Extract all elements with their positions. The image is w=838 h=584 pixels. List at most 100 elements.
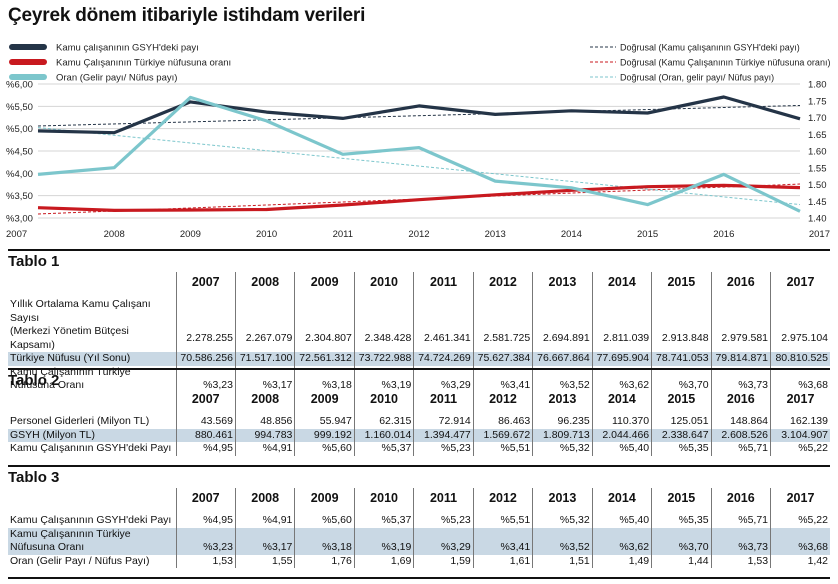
table-cell: %5,32 (532, 514, 593, 528)
table-row: GSYH (Milyon TL) 880.461 994.783 999.192 1.1… (8, 428, 830, 442)
table-cell (770, 527, 830, 541)
table-cell (591, 527, 652, 541)
table-cell: 43.569 (175, 415, 236, 429)
table-cell: 125.051 (651, 415, 712, 429)
line-chart: %6,00 %5,50 %5,00 %4,50 %4,00 %3,50 %3,00 1.80 1… (6, 43, 830, 241)
table-cell: %3,62 (591, 541, 652, 555)
table-cell: 2.304.807 (294, 325, 355, 352)
right-tick-label: 1.55 (808, 163, 827, 174)
table-cell: %5,37 (353, 442, 414, 456)
table-row: Personel Giderleri (Milyon TL) 43.569 48.8… (8, 415, 830, 429)
row-label: (Merkezi Yönetim Bütçesi Kapsamı) (10, 325, 129, 351)
table-cell: 3.104.907 (770, 428, 830, 442)
row-label: Türkiye Nüfusu (Yıl Sonu) (8, 352, 176, 366)
header-cell: 2017 (770, 272, 830, 294)
header-cell: 2012 (472, 488, 533, 510)
chart-title: Çeyrek dönem itibariyle istihdam veriler… (8, 5, 366, 26)
table-cell: %3,17 (234, 541, 295, 555)
table-row: Türkiye Nüfusu (Yıl Sonu) 70.586.256 71.51… (8, 352, 830, 366)
header-cell: 2016 (710, 488, 771, 510)
table-cell (175, 527, 236, 541)
table-cell (710, 298, 771, 325)
table-cell: %5,22 (770, 442, 830, 456)
series-line (37, 95, 801, 135)
table-cell: %5,60 (294, 442, 355, 456)
x-tick-label: 2007 (6, 229, 27, 240)
table-cell: %4,91 (234, 442, 295, 456)
row-label: Oran (Gelir Payı / Nüfus Payı) (10, 554, 150, 567)
table-cell (591, 298, 652, 325)
table-cell: %3,41 (472, 541, 533, 555)
header-cell: 2011 (413, 488, 474, 510)
right-tick-label: 1.65 (808, 130, 827, 141)
header-cell: 2008 (234, 272, 295, 294)
chart-bottom-rule (8, 249, 830, 251)
table-cell: 148.864 (710, 415, 771, 429)
legend-label: Kamu çalışanının GSYH'deki payı (56, 43, 199, 54)
table-cell: %5,71 (710, 514, 771, 528)
table-cell: 1.394.477 (413, 428, 474, 442)
header-cell (8, 389, 176, 411)
table-cell: 880.461 (175, 428, 236, 442)
table-cell: 74.724.269 (413, 352, 474, 366)
header-cell: 2007 (175, 488, 236, 510)
table-cell: 55.947 (294, 415, 355, 429)
x-tick-label: 2014 (561, 229, 582, 240)
table-row: Oran (Gelir Payı / Nüfus Payı) 1,53 1,55 1,… (8, 554, 830, 568)
left-tick-label: %3,50 (6, 191, 33, 202)
table-cell: 72.914 (413, 415, 474, 429)
header-cell: 2009 (294, 272, 355, 294)
legend-label: Oran (Gelir payı/ Nüfus payı) (56, 73, 177, 84)
header-cell: 2013 (532, 272, 593, 294)
table-cell (651, 298, 712, 325)
x-tick-label: 2008 (104, 229, 125, 240)
table-cell: 1,69 (353, 554, 414, 568)
table-cell (651, 527, 712, 541)
table-cell: %3,68 (770, 541, 830, 555)
table-cell: %5,40 (591, 442, 652, 456)
table-cell: %5,51 (472, 514, 533, 528)
row-label: Kamu Çalışanının GSYH'deki Payı (10, 514, 172, 526)
table-cell: %5,51 (472, 442, 533, 456)
header-cell: 2009 (294, 488, 355, 510)
table-cell: %4,95 (175, 442, 236, 456)
right-tick-label: 1.45 (808, 197, 827, 208)
table-cell: 48.856 (234, 415, 295, 429)
x-tick-label: 2015 (637, 229, 658, 240)
table-cell: %5,60 (294, 514, 355, 528)
table-cell: %5,40 (591, 514, 652, 528)
right-tick-label: 1.75 (808, 96, 827, 107)
header-cell: 2010 (353, 389, 414, 411)
header-cell (8, 488, 176, 510)
table-cell: 71.517.100 (234, 352, 295, 366)
table-row: Kamu Çalışanının Türkiye (8, 527, 830, 541)
table-cell (234, 527, 295, 541)
x-tick-label: 2013 (485, 229, 506, 240)
table-cell: 1,49 (591, 554, 652, 568)
table-cell: 2.338.647 (651, 428, 712, 442)
table-cell: 1,55 (234, 554, 295, 568)
table-cell: 86.463 (472, 415, 533, 429)
series-line (37, 183, 801, 212)
legend-label: Doğrusal (Kamu çalışanının GSYH'deki pay… (620, 43, 800, 53)
header-cell: 2014 (591, 272, 652, 294)
table-cell: 80.810.525 (770, 352, 830, 366)
table-cell: %3,23 (175, 541, 236, 555)
table-cell: %3,52 (532, 541, 593, 555)
header-cell: 2008 (234, 389, 295, 411)
table-cell: %3,19 (353, 541, 414, 555)
row-label: Nüfusuna Oranı (8, 541, 176, 555)
legend-label: Doğrusal (Kamu Çalışanının Türkiye nüfus… (620, 58, 830, 68)
header-cell: 2015 (651, 488, 712, 510)
header-cell: 2007 (175, 389, 236, 411)
table-cell: 2.913.848 (651, 325, 712, 352)
table-cell (294, 527, 355, 541)
table-cell: 70.586.256 (175, 352, 236, 366)
row-label: Personel Giderleri (Milyon TL) (10, 415, 150, 427)
table-cell: 96.235 (532, 415, 593, 429)
header-cell: 2013 (532, 488, 593, 510)
legend-label: Kamu Çalışanının Türkiye nüfusuna oranı (56, 58, 231, 69)
table-cell (294, 298, 355, 325)
table-cell (353, 298, 414, 325)
header-cell: 2011 (413, 389, 474, 411)
